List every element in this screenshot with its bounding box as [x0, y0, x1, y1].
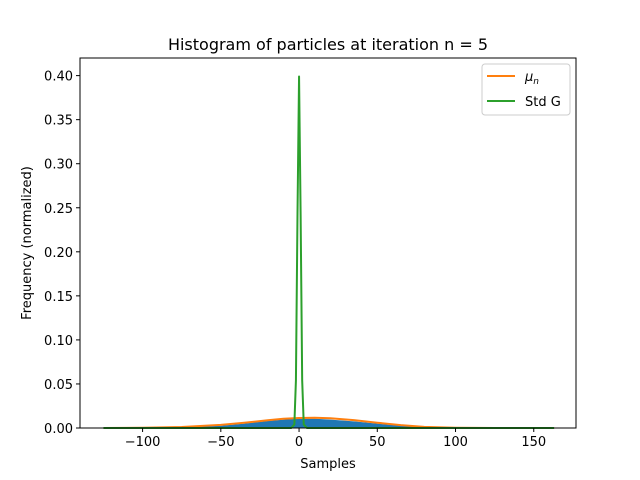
plot-area: [103, 75, 555, 429]
y-axis: 0.00 0.05 0.10 0.15 0.20 0.25 0.30 0.35 0.40: [44, 70, 80, 437]
chart-title: Histogram of particles at iteration n = …: [168, 35, 488, 54]
y-tick-label: 0.20: [44, 246, 73, 261]
x-tick-label: 100: [443, 435, 468, 450]
plot-frame: [79, 57, 577, 429]
legend-label-std-g: Std G: [525, 95, 561, 110]
series-line-1: [103, 75, 555, 429]
x-tick-label: 50: [369, 435, 386, 450]
x-tick-label: 150: [521, 435, 546, 450]
y-tick-label: 0.00: [44, 422, 73, 437]
x-axis-title: Samples: [300, 457, 356, 472]
y-axis-title: Frequency (normalized): [20, 166, 35, 320]
y-tick-label: 0.35: [44, 114, 73, 129]
x-tick-label: −100: [125, 435, 161, 450]
y-tick-label: 0.05: [44, 378, 73, 393]
x-tick-label: −50: [207, 435, 234, 450]
legend-label-mu-n: μn: [524, 70, 539, 87]
x-axis: −100 −50 0 50 100 150: [125, 428, 546, 450]
y-tick-label: 0.40: [44, 70, 73, 85]
y-tick-label: 0.25: [44, 202, 73, 217]
x-tick-label: 0: [295, 435, 303, 450]
histogram-area: [142, 418, 534, 428]
y-tick-label: 0.15: [44, 290, 73, 305]
y-tick-label: 0.30: [44, 158, 73, 173]
y-tick-label: 0.10: [44, 334, 73, 349]
legend: μn Std G: [481, 63, 571, 116]
